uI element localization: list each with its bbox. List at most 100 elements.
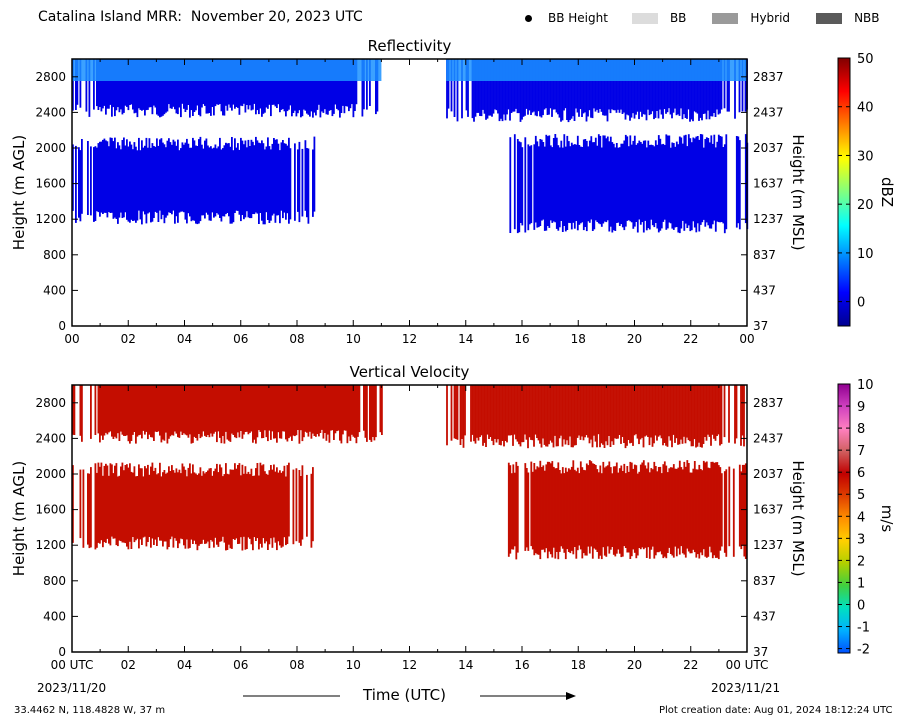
echo-column	[363, 385, 365, 431]
echo-column	[609, 467, 612, 550]
echo-column	[232, 385, 235, 435]
echo-column	[611, 142, 614, 233]
echo-column	[241, 140, 244, 215]
echo-column	[693, 461, 696, 553]
echo-column	[277, 59, 280, 105]
x-tick-label-1-4: 08	[289, 658, 304, 672]
echo-column	[683, 385, 685, 437]
echo-column	[545, 385, 547, 447]
echo-column	[473, 59, 475, 122]
echo-column	[551, 147, 554, 223]
echo-column	[626, 385, 628, 446]
echo-column	[93, 59, 95, 110]
echo-column	[594, 59, 597, 112]
echo-column	[244, 385, 247, 432]
echo-column	[72, 144, 74, 211]
echo-column	[714, 59, 717, 117]
echo-column	[307, 148, 310, 224]
echo-column	[99, 385, 101, 443]
echo-column	[289, 59, 292, 106]
echo-column	[282, 385, 284, 432]
echo-column	[579, 146, 582, 224]
echo-column	[243, 144, 245, 220]
echo-column	[567, 468, 570, 552]
echo-column	[660, 385, 663, 439]
echo-column	[151, 385, 154, 438]
echo-column	[228, 143, 230, 217]
echo-column	[725, 134, 728, 230]
x-tick-label-0-10: 20	[627, 332, 642, 346]
echo-column	[630, 385, 633, 443]
echo-column	[207, 59, 209, 114]
echo-column	[79, 59, 82, 108]
echo-column	[267, 474, 269, 550]
echo-column	[100, 462, 103, 541]
echo-column	[304, 59, 307, 111]
echo-column	[710, 59, 712, 117]
y2-tick-label-1-5: 2037	[753, 467, 784, 481]
echo-column	[740, 471, 743, 550]
echo-column	[172, 470, 175, 548]
echo-column	[714, 147, 717, 232]
echo-column	[668, 135, 671, 223]
echo-column	[205, 472, 208, 544]
echo-column	[220, 467, 223, 542]
echo-column	[708, 468, 711, 547]
echo-column	[294, 385, 296, 437]
x-tick-label-1-3: 06	[233, 658, 248, 672]
echo-column	[97, 385, 100, 434]
echo-column	[464, 385, 466, 436]
echo-column	[285, 385, 287, 440]
echo-column	[129, 385, 131, 444]
echo-column	[663, 461, 666, 557]
echo-column	[162, 59, 164, 116]
echo-column	[94, 463, 97, 550]
echo-column	[738, 464, 741, 547]
echo-column	[202, 471, 205, 540]
echo-column	[564, 59, 567, 109]
echo-column	[180, 148, 182, 212]
echo-column	[612, 466, 615, 555]
echo-column	[738, 140, 741, 230]
echo-column	[301, 148, 304, 217]
echo-column	[537, 385, 540, 441]
echo-column	[669, 147, 672, 224]
echo-column	[549, 463, 552, 555]
echo-column	[552, 138, 555, 222]
echo-column	[177, 59, 179, 115]
echo-column	[602, 135, 605, 224]
echo-column	[126, 59, 128, 107]
echo-column	[286, 145, 289, 214]
panel-title-1: Vertical Velocity	[350, 363, 470, 381]
echo-column	[554, 134, 557, 223]
echo-column	[558, 59, 561, 118]
echo-column	[174, 385, 176, 432]
echo-column	[331, 385, 334, 431]
echo-column	[456, 385, 459, 440]
echo-column	[75, 59, 77, 110]
echo-column	[136, 476, 139, 539]
echo-column	[310, 473, 313, 548]
echo-column	[624, 59, 627, 120]
echo-column	[277, 472, 280, 542]
echo-column	[473, 385, 475, 442]
echo-column	[576, 135, 579, 231]
echo-column	[282, 59, 284, 109]
echo-column	[446, 385, 448, 446]
echo-column	[246, 473, 248, 549]
echo-column	[115, 385, 118, 439]
echo-column	[280, 142, 283, 211]
echo-column	[618, 385, 621, 435]
echo-column	[621, 143, 624, 228]
echo-column	[328, 59, 331, 111]
echo-column	[675, 385, 678, 439]
echo-column	[684, 466, 687, 558]
echo-column	[683, 59, 685, 115]
echo-column	[591, 59, 594, 119]
echo-column	[489, 385, 492, 437]
echo-column	[680, 385, 682, 440]
echo-column	[237, 59, 239, 108]
echo-column	[112, 473, 115, 539]
echo-column	[255, 136, 257, 213]
echo-column	[552, 385, 555, 448]
